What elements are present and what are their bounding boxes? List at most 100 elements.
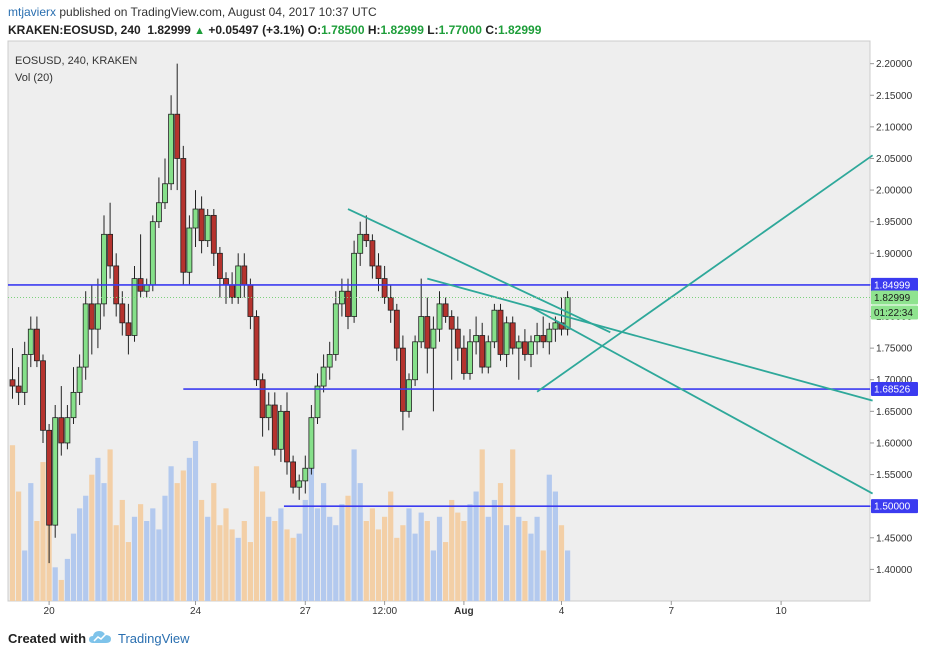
volume-bar (9, 445, 16, 601)
candle-up (320, 366, 327, 387)
candle-down (198, 208, 205, 242)
volume-bar (95, 457, 101, 601)
candle-up (277, 410, 284, 450)
candle-up (296, 480, 303, 488)
x-tick-label: 4 (559, 606, 565, 617)
trendlines[interactable] (347, 154, 874, 495)
volume-bar (260, 491, 266, 601)
volume-bar (247, 542, 253, 601)
y-tick-label: 1.70000 (876, 375, 913, 386)
volume-bar (113, 525, 119, 601)
volume-bar (558, 525, 565, 601)
open-value: 1.78500 (321, 23, 365, 37)
candle-up (552, 322, 559, 330)
candle-down (107, 233, 113, 267)
candle-up (412, 341, 419, 381)
candle-down (259, 379, 266, 419)
trendline[interactable] (427, 277, 873, 402)
volume-bar (534, 516, 540, 601)
volume-bar (58, 579, 64, 601)
open-label: O: (307, 23, 322, 37)
x-tick-label: 24 (190, 606, 202, 617)
volume-bar (430, 550, 436, 601)
candle-down (253, 316, 260, 381)
volume-bar (40, 462, 46, 601)
volume-bar (369, 508, 375, 601)
time-axis[interactable]: 20 24 27 12:00 Aug 4 7 10 (44, 601, 788, 617)
candle-down (369, 240, 376, 267)
volume-bar (546, 474, 552, 601)
volume-bar (186, 457, 192, 601)
volume-bar (296, 533, 302, 601)
x-tick-label: 12:00 (372, 606, 397, 617)
candle-down (424, 316, 431, 349)
x-tick-label: 7 (669, 606, 675, 617)
volume-bar (180, 470, 186, 601)
symbol-info: KRAKEN:EOSUSD, 240 1.82999 ▲ +0.05497 (+… (8, 23, 541, 37)
candle-up (332, 303, 339, 355)
volume-bar (131, 516, 138, 601)
candle-up (528, 341, 534, 355)
candle-up (101, 233, 107, 305)
volume-bar (83, 495, 89, 601)
y-tick-label: 1.65000 (876, 407, 913, 418)
candle-up (534, 335, 540, 343)
trendline[interactable] (347, 208, 611, 334)
candle-up (326, 354, 333, 368)
candle-up (265, 404, 272, 419)
high-value: 1.82999 (380, 23, 424, 37)
candle-down (88, 303, 95, 330)
horizontal-levels[interactable] (8, 284, 870, 507)
trendline[interactable] (536, 154, 874, 393)
candle-down (290, 461, 297, 488)
volume-bar (22, 550, 28, 601)
volume-bar (528, 533, 534, 601)
volume-bar (327, 516, 333, 601)
candle-up (155, 202, 162, 223)
volume-bar (28, 483, 34, 601)
volume-bar (253, 466, 260, 601)
candle-down (442, 303, 449, 317)
tradingview-link[interactable]: TradingView (118, 631, 190, 646)
volume-bar (388, 491, 394, 601)
candle-down (241, 265, 248, 286)
volume-bars (9, 441, 571, 601)
candle-down (387, 297, 394, 311)
author-link[interactable]: mtjavierx (8, 5, 57, 19)
volume-bar (510, 449, 516, 601)
trendline[interactable] (530, 306, 874, 495)
x-tick-label: 10 (776, 606, 788, 617)
volume-bar (162, 495, 168, 601)
candle-down (363, 233, 370, 242)
candle-up (168, 113, 175, 185)
up-arrow-icon: ▲ (194, 25, 205, 37)
candle-up (467, 341, 473, 374)
price-tag-label: 01:22:34 (874, 308, 913, 319)
volume-bar (375, 529, 382, 601)
volume-bar (223, 508, 229, 601)
y-tick-label: 2.00000 (876, 186, 913, 197)
series-legend: EOSUSD, 240, KRAKEN (15, 55, 137, 67)
price-axis[interactable]: 2.20000 2.15000 2.10000 2.05000 2.00000 1.950… (870, 59, 913, 576)
close-label: C: (485, 23, 498, 37)
price-chart[interactable]: 2.20000 2.15000 2.10000 2.05000 2.00000 1.950… (0, 40, 928, 620)
volume-bar (235, 537, 241, 601)
candle-down (540, 335, 547, 343)
candle-up (21, 354, 28, 393)
price-tag-box (871, 290, 918, 305)
volume-bar (278, 508, 284, 601)
volume-bar (552, 491, 558, 601)
y-tick-label: 1.60000 (876, 438, 913, 449)
volume-bar (156, 529, 162, 601)
last-price: 1.82999 (147, 23, 191, 37)
volume-bar (168, 466, 174, 601)
candle-up (546, 328, 553, 343)
price-tag-label: 1.82999 (874, 293, 911, 304)
candle-down (448, 316, 455, 330)
volume-bar (272, 521, 278, 601)
candle-down (381, 278, 388, 298)
candle-down (509, 322, 516, 349)
volume-bar (192, 441, 199, 601)
candle-down (9, 379, 16, 387)
volume-bar (119, 499, 125, 601)
